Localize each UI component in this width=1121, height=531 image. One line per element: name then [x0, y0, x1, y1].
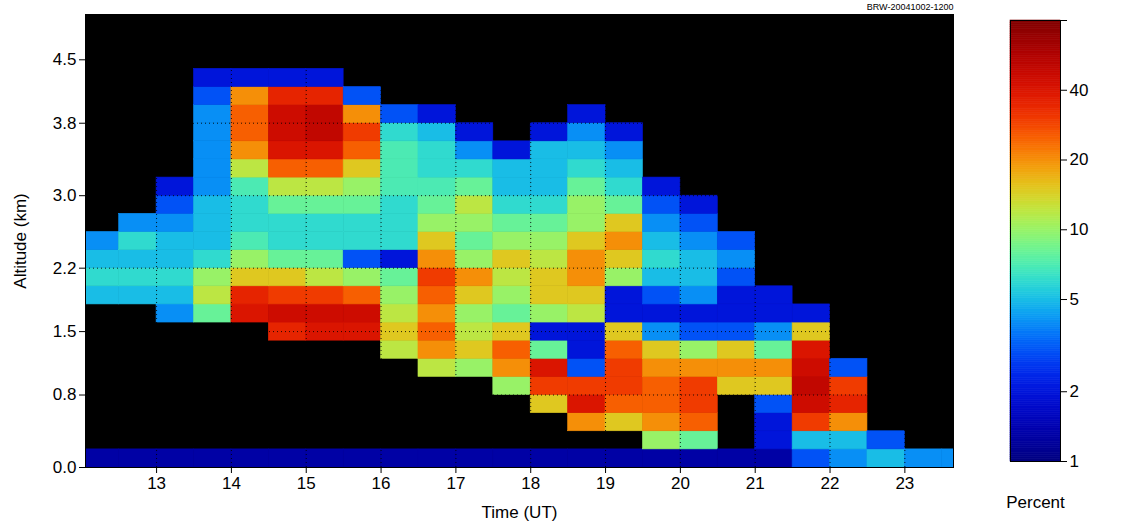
svg-text:22: 22: [821, 474, 840, 493]
svg-text:10: 10: [1070, 220, 1089, 239]
svg-text:1: 1: [1070, 452, 1079, 471]
svg-text:3.0: 3.0: [53, 186, 77, 205]
svg-text:20: 20: [1070, 150, 1089, 169]
svg-text:BRW-20041002-1200: BRW-20041002-1200: [867, 2, 954, 12]
svg-text:20: 20: [671, 474, 690, 493]
svg-text:2: 2: [1070, 382, 1079, 401]
svg-text:13: 13: [147, 474, 166, 493]
svg-text:2.2: 2.2: [53, 259, 77, 278]
svg-text:Percent: Percent: [1006, 493, 1065, 512]
svg-text:Time (UT): Time (UT): [482, 503, 558, 522]
svg-text:19: 19: [596, 474, 615, 493]
svg-text:16: 16: [372, 474, 391, 493]
svg-text:17: 17: [446, 474, 465, 493]
svg-text:1.5: 1.5: [53, 322, 77, 341]
svg-text:3.8: 3.8: [53, 114, 77, 133]
svg-text:0.0: 0.0: [53, 458, 77, 477]
svg-text:21: 21: [746, 474, 765, 493]
svg-text:23: 23: [895, 474, 914, 493]
svg-text:14: 14: [222, 474, 241, 493]
svg-text:5: 5: [1070, 290, 1079, 309]
svg-text:40: 40: [1070, 81, 1089, 100]
svg-text:Altitude (km): Altitude (km): [11, 193, 30, 288]
svg-text:15: 15: [297, 474, 316, 493]
svg-text:0.8: 0.8: [53, 385, 77, 404]
svg-text:18: 18: [521, 474, 540, 493]
svg-text:4.5: 4.5: [53, 50, 77, 69]
